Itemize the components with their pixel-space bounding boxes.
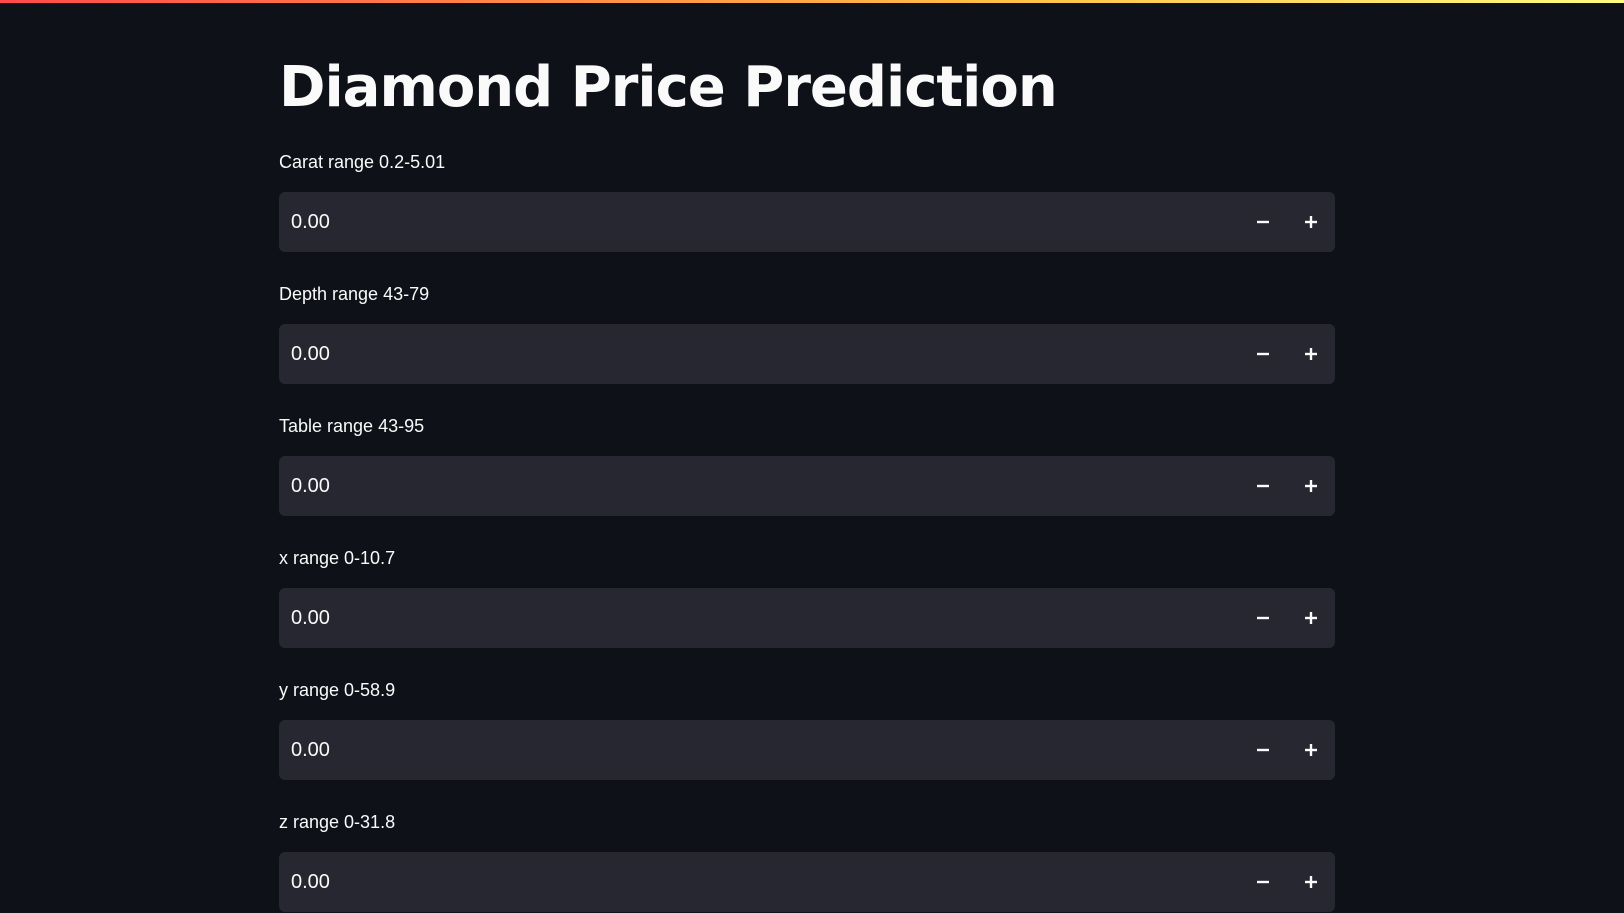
carat-label: Carat range 0.2-5.01 xyxy=(279,152,446,172)
header-decoration-bar xyxy=(0,0,1624,3)
minus-icon xyxy=(1257,484,1269,488)
depth-number-input xyxy=(279,324,1335,384)
carat-decrement-button[interactable] xyxy=(1239,192,1287,252)
table-increment-button[interactable] xyxy=(1287,456,1335,516)
minus-icon xyxy=(1257,616,1269,620)
z-increment-button[interactable] xyxy=(1287,852,1335,912)
plus-icon xyxy=(1305,876,1317,888)
y-decrement-button[interactable] xyxy=(1239,720,1287,780)
table-number-input xyxy=(279,456,1335,516)
table-decrement-button[interactable] xyxy=(1239,456,1287,516)
carat-number-input xyxy=(279,192,1335,252)
minus-icon xyxy=(1257,220,1269,224)
plus-icon xyxy=(1305,612,1317,624)
z-number-input xyxy=(279,852,1335,912)
x-increment-button[interactable] xyxy=(1287,588,1335,648)
y-input[interactable] xyxy=(279,720,1179,780)
z-label: z range 0-31.8 xyxy=(279,812,396,832)
minus-icon xyxy=(1257,880,1269,884)
x-decrement-button[interactable] xyxy=(1239,588,1287,648)
x-label: x range 0-10.7 xyxy=(279,548,396,568)
carat-increment-button[interactable] xyxy=(1287,192,1335,252)
z-input[interactable] xyxy=(279,852,1179,912)
y-increment-button[interactable] xyxy=(1287,720,1335,780)
x-input[interactable] xyxy=(279,588,1179,648)
y-label: y range 0-58.9 xyxy=(279,680,396,700)
depth-increment-button[interactable] xyxy=(1287,324,1335,384)
depth-label: Depth range 43-79 xyxy=(279,284,430,304)
table-input[interactable] xyxy=(279,456,1179,516)
page-title: Diamond Price Prediction xyxy=(279,55,1058,120)
depth-input[interactable] xyxy=(279,324,1179,384)
plus-icon xyxy=(1305,744,1317,756)
carat-input[interactable] xyxy=(279,192,1179,252)
plus-icon xyxy=(1305,348,1317,360)
table-label: Table range 43-95 xyxy=(279,416,425,436)
minus-icon xyxy=(1257,748,1269,752)
x-number-input xyxy=(279,588,1335,648)
z-decrement-button[interactable] xyxy=(1239,852,1287,912)
depth-decrement-button[interactable] xyxy=(1239,324,1287,384)
y-number-input xyxy=(279,720,1335,780)
plus-icon xyxy=(1305,480,1317,492)
minus-icon xyxy=(1257,352,1269,356)
plus-icon xyxy=(1305,216,1317,228)
